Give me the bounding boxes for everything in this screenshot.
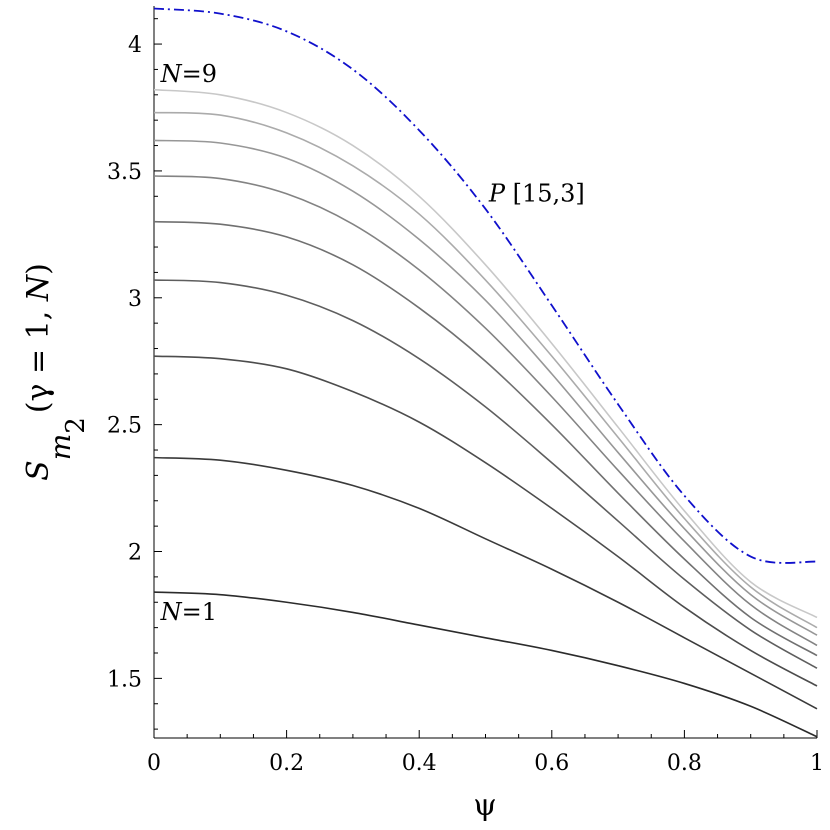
series-line — [153, 220, 818, 657]
annotation-layer: N=9 N=1 P [15,3] — [160, 60, 585, 626]
annotation-label: N=9 — [160, 60, 217, 88]
y-tick-label: 2 — [128, 541, 142, 566]
series-line — [153, 456, 818, 710]
axes: 0 0.2 0.4 0.6 0.8 1 1.5 2 2.5 3 3.5 4 — [107, 6, 824, 776]
x-tick-label: 0.8 — [667, 751, 702, 776]
series-layer — [153, 7, 818, 738]
svg-text:Sm2(γ = 1, N): Sm2 (γ = 1, N) — [21, 263, 91, 481]
annotation-label: N=1 — [160, 598, 217, 626]
y-axis-title-var: N — [21, 273, 56, 302]
y-axis-title-args: (γ = 1, — [21, 301, 56, 413]
y-tick-label: 1.5 — [107, 667, 142, 692]
series-line — [153, 279, 818, 669]
series-line — [153, 139, 818, 636]
annotation-label: P [15,3] — [488, 179, 585, 207]
series-line — [153, 591, 818, 738]
x-tick-label: 0.6 — [534, 751, 569, 776]
series-line — [153, 88, 818, 619]
x-axis-title: ψ — [473, 788, 497, 823]
x-tick-label: 0.4 — [402, 751, 437, 776]
y-axis-title: Sm2 (γ = 1, N) — [21, 263, 91, 481]
y-tick-label: 3.5 — [107, 160, 142, 185]
series-line — [153, 111, 818, 629]
y-axis-title-main: S — [21, 460, 56, 481]
series-line — [153, 355, 818, 687]
y-axis-title-sub: m — [44, 434, 77, 461]
x-tick-label: 1 — [810, 751, 824, 776]
x-tick-label: 0 — [147, 751, 161, 776]
y-axis-title-close: ) — [21, 263, 56, 275]
series-line — [153, 175, 818, 647]
x-tick-label: 0.2 — [269, 751, 304, 776]
y-tick-label: 3 — [128, 287, 142, 312]
series-line-bound — [153, 7, 818, 564]
y-tick-label: 2.5 — [107, 414, 142, 439]
y-axis-title-subsub: 2 — [61, 417, 91, 434]
y-tick-label: 4 — [128, 33, 142, 58]
